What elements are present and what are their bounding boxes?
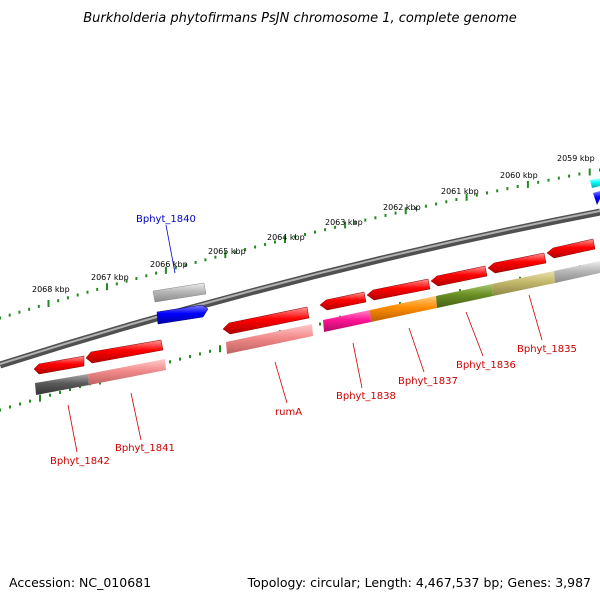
gene-arrow-red[interactable] [487, 252, 547, 274]
kbp-label: 2059 kbp [557, 154, 595, 163]
gene-label-bphyt-1840[interactable]: Bphyt_1840 [136, 214, 196, 225]
genome-summary-text: Topology: circular; Length: 4,467,537 bp… [247, 575, 591, 590]
gene-arrows-red [33, 238, 596, 375]
gene-label-bphyt-1837[interactable]: Bphyt_1837 [398, 376, 458, 387]
cds-bar-olive[interactable] [436, 284, 493, 308]
leader-lines [67, 224, 543, 453]
gene-arrow-red[interactable] [319, 291, 367, 311]
kbp-label: 2065 kbp [208, 247, 246, 256]
gene-label-bphyt-1841[interactable]: Bphyt_1841 [115, 443, 175, 454]
leader-line [352, 342, 363, 389]
leader-line [528, 294, 543, 341]
gene-labels: Bphyt_1840 Bphyt_1842 Bphyt_1841 rumA Bp… [50, 214, 577, 467]
leader-line [130, 392, 142, 441]
leader-line [465, 311, 484, 357]
leader-line [274, 361, 288, 404]
cds-gray-block [152, 282, 207, 303]
leader-line [408, 327, 425, 373]
cds-bar-pink[interactable] [88, 359, 166, 385]
kbp-label: 2068 kbp [32, 285, 70, 294]
chromosome-backbone-highlight [0, 210, 600, 365]
cds-bar-darkgray[interactable] [35, 374, 89, 395]
gene-arrow-red[interactable] [430, 265, 488, 287]
gene-arrow-blue [156, 304, 209, 325]
gene-arrow-blue-edge [593, 191, 600, 205]
gene-label-bphyt-1835[interactable]: Bphyt_1835 [517, 344, 577, 355]
leader-line [165, 224, 176, 274]
cds-bar-magenta[interactable] [323, 310, 371, 332]
kbp-label: 2062 kbp [383, 203, 421, 212]
cds-bar-khaki[interactable] [492, 271, 555, 296]
kbp-labels: 2059 kbp 2060 kbp 2061 kbp 2062 kbp 2063… [32, 154, 595, 294]
kbp-label: 2066 kbp [150, 260, 188, 269]
kbp-label: 2063 kbp [325, 218, 363, 227]
cds-bar-gray[interactable] [554, 261, 600, 283]
gene-arrow-red[interactable] [222, 306, 310, 335]
cds-bar-orange[interactable] [370, 296, 437, 322]
kbp-label: 2060 kbp [500, 171, 538, 180]
gene-arrow-cyan [590, 178, 600, 188]
gene-edge-right[interactable] [590, 178, 600, 205]
leader-line [67, 404, 78, 453]
gene-arrow-red[interactable] [366, 278, 431, 301]
kbp-label: 2064 kbp [267, 233, 305, 242]
gene-label-bphyt-1838[interactable]: Bphyt_1838 [336, 391, 396, 402]
kbp-label: 2061 kbp [441, 187, 479, 196]
gene-label-bphyt-1836[interactable]: Bphyt_1836 [456, 360, 516, 371]
cds-bar-pink[interactable] [226, 324, 313, 354]
gene-arrow-red[interactable] [85, 339, 164, 364]
accession-text: Accession: NC_010681 [9, 575, 152, 590]
gene-bphyt-1840[interactable] [152, 282, 209, 325]
outer-tick-ring [0, 168, 600, 320]
gene-label-bphyt-1842[interactable]: Bphyt_1842 [50, 456, 110, 467]
map-title: Burkholderia phytofirmans PsJN chromosom… [83, 11, 517, 26]
gene-arrow-red[interactable] [33, 355, 85, 375]
gene-arrow-red[interactable] [546, 238, 596, 259]
cds-bars [35, 261, 600, 395]
gene-label-ruma[interactable]: rumA [275, 407, 302, 418]
kbp-label: 2067 kbp [91, 273, 129, 282]
